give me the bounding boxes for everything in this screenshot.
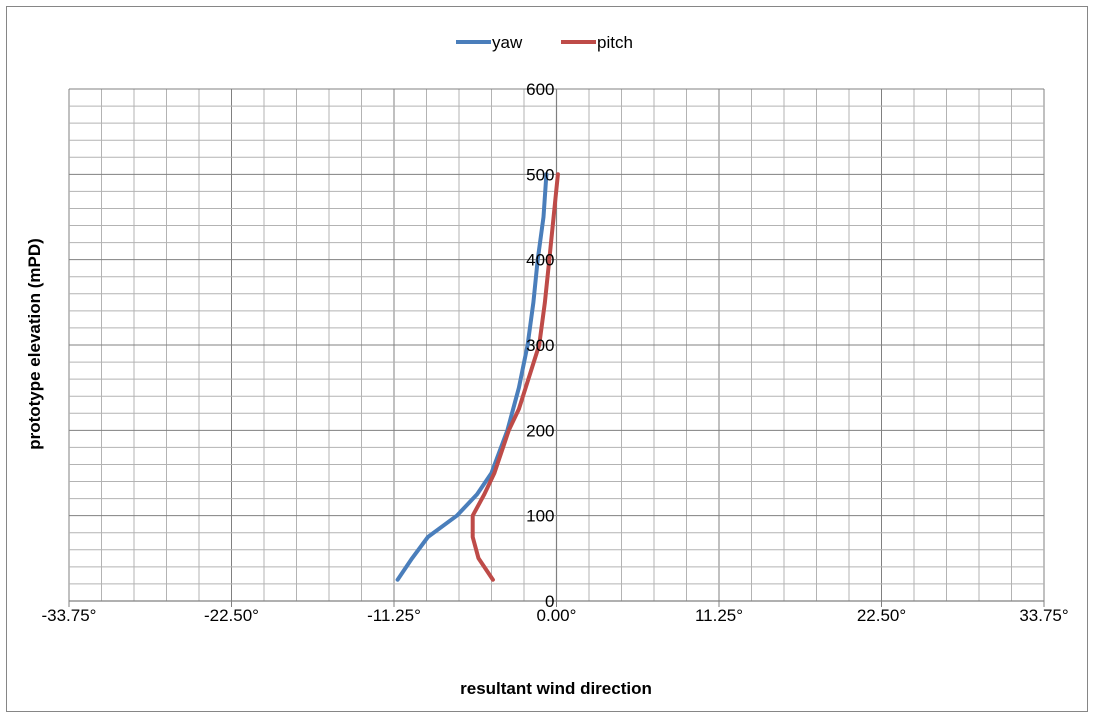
y-tick-label: 0 — [545, 592, 554, 611]
x-tick-label: -33.75° — [41, 606, 96, 625]
y-tick-label: 300 — [526, 336, 554, 355]
x-tick-label: 33.75° — [1019, 606, 1068, 625]
axes — [68, 89, 1045, 607]
x-tick-label: -22.50° — [204, 606, 259, 625]
x-tick-label: 22.50° — [857, 606, 906, 625]
x-tick-label: -11.25° — [367, 606, 421, 625]
y-axis-title: prototype elevation (mPD) — [25, 238, 44, 450]
tick-labels: -33.75° -22.50° -11.25° 0.00° 11.25° 22.50° 33… — [41, 80, 1068, 625]
x-tick-label: 11.25° — [695, 606, 743, 625]
x-tick-label: 0.00° — [537, 606, 577, 625]
y-tick-label: 100 — [526, 507, 554, 526]
y-tick-label: 600 — [526, 80, 554, 99]
legend-label-pitch: pitch — [597, 33, 633, 52]
legend-label-yaw: yaw — [492, 33, 523, 52]
chart-frame — [6, 6, 1088, 712]
legend: yaw pitch — [456, 33, 633, 52]
y-tick-label: 500 — [526, 165, 554, 184]
x-axis-title: resultant wind direction — [460, 679, 652, 698]
y-tick-label: 400 — [526, 251, 554, 270]
series-line-pitch — [470, 172, 560, 582]
series-layer — [395, 172, 560, 582]
y-tick-label: 200 — [526, 421, 554, 440]
